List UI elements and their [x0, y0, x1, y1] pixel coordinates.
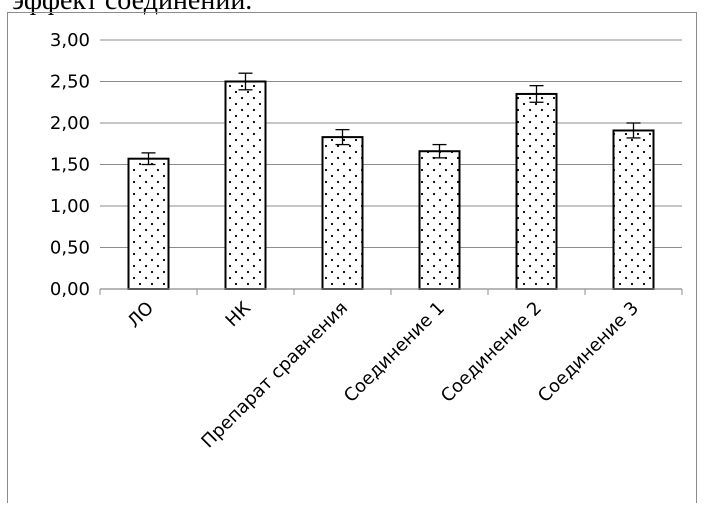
bar: [224, 80, 267, 290]
y-tick-label: 2,00: [50, 113, 90, 134]
x-category-label: Соединение 2: [437, 298, 546, 407]
x-category-label: НК: [222, 298, 256, 332]
y-tick-label: 0,50: [50, 238, 90, 259]
bars: [127, 80, 655, 290]
bar: [612, 129, 655, 290]
y-tick-label: 1,00: [50, 196, 90, 217]
x-category-label: ЛО: [124, 298, 158, 332]
y-tick-label: 0,00: [50, 279, 90, 300]
x-category-label: Соединение 1: [340, 298, 449, 407]
y-tick-label: 2,50: [50, 72, 90, 93]
y-axis-ticks: 0,00 0,50 1,00 1,50 2,00 2,50 3,00: [50, 30, 90, 300]
bar: [515, 92, 558, 290]
bar: [321, 136, 364, 290]
y-tick-label: 1,50: [50, 155, 90, 176]
y-tick-label: 3,00: [50, 30, 90, 51]
x-category-label: Препарат сравнения: [197, 298, 352, 453]
grid-lines: [100, 39, 682, 248]
bar: [418, 150, 461, 290]
bar: [127, 157, 170, 290]
chart-frame: [7, 12, 697, 503]
error-bars: [141, 72, 641, 166]
x-axis: [99, 288, 683, 295]
x-category-label: Соединение 3: [534, 298, 643, 407]
